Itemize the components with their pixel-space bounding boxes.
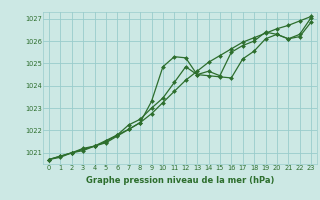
X-axis label: Graphe pression niveau de la mer (hPa): Graphe pression niveau de la mer (hPa) [86, 176, 274, 185]
